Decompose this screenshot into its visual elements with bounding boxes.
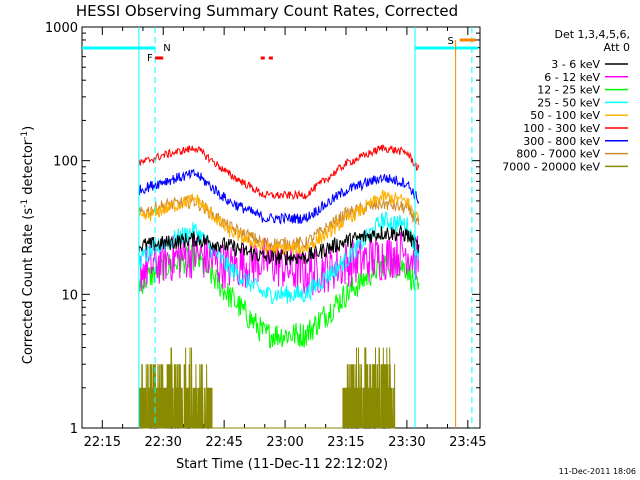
y-tick-label: 10 [61, 288, 78, 303]
saa-label: S [448, 36, 454, 47]
x-tick-label: 22:45 [205, 435, 242, 450]
y-tick-label: 1000 [45, 21, 78, 36]
x-tick-label: 23:30 [388, 435, 425, 450]
x-tick-label: 22:30 [144, 435, 181, 450]
x-tick-label: 23:15 [327, 435, 364, 450]
series-line-50-100-kev [138, 189, 420, 256]
series-line-300-800-kev [138, 168, 420, 225]
legend-label-50-100-kev: 50 - 100 keV [530, 109, 600, 122]
x-axis-label: Start Time (11-Dec-11 22:12:02) [176, 457, 388, 472]
plot-area: 1 10 100 1000 22:15 22:30 22:45 23:00 23:15 23:30… [45, 21, 487, 450]
series-line-7000-20000-kev [138, 347, 396, 429]
timestamp: 11-Dec-2011 18:06 [559, 467, 636, 476]
night-label: N [163, 43, 170, 54]
y-tick-label: 100 [53, 155, 78, 170]
y-tick-label: 1 [70, 422, 78, 437]
flare-label: F [147, 53, 153, 64]
chart-title: HESSI Observing Summary Count Rates, Cor… [76, 2, 458, 20]
x-tick-label: 22:15 [84, 435, 121, 450]
legend-header-2: Att 0 [604, 41, 630, 54]
series-line-25-50-kev [138, 210, 420, 305]
x-tick-label: 23:45 [449, 435, 486, 450]
legend-label-7000-20000-kev: 7000 - 20000 keV [502, 160, 600, 173]
series-line-3-6-kev [138, 224, 420, 266]
legend-label-25-50-kev: 25 - 50 keV [537, 96, 600, 109]
legend-label-800-7000-kev: 800 - 7000 keV [516, 148, 600, 161]
y-axis-label: Corrected Count Rate (s-1 detector-1) [20, 126, 36, 364]
series-line-100-300-kev [138, 144, 420, 201]
legend-header: Det 1,3,4,5,6, [554, 28, 630, 41]
legend-label-3-6-kev: 3 - 6 keV [551, 58, 600, 71]
legend-label-300-800-kev: 300 - 800 keV [523, 135, 600, 148]
series-line-6-12-kev [138, 231, 420, 296]
legend-label-12-25-kev: 12 - 25 keV [537, 84, 600, 97]
legend-label-6-12-kev: 6 - 12 keV [544, 71, 600, 84]
legend-label-100-300-kev: 100 - 300 keV [523, 122, 600, 135]
x-tick-label: 23:00 [266, 435, 303, 450]
